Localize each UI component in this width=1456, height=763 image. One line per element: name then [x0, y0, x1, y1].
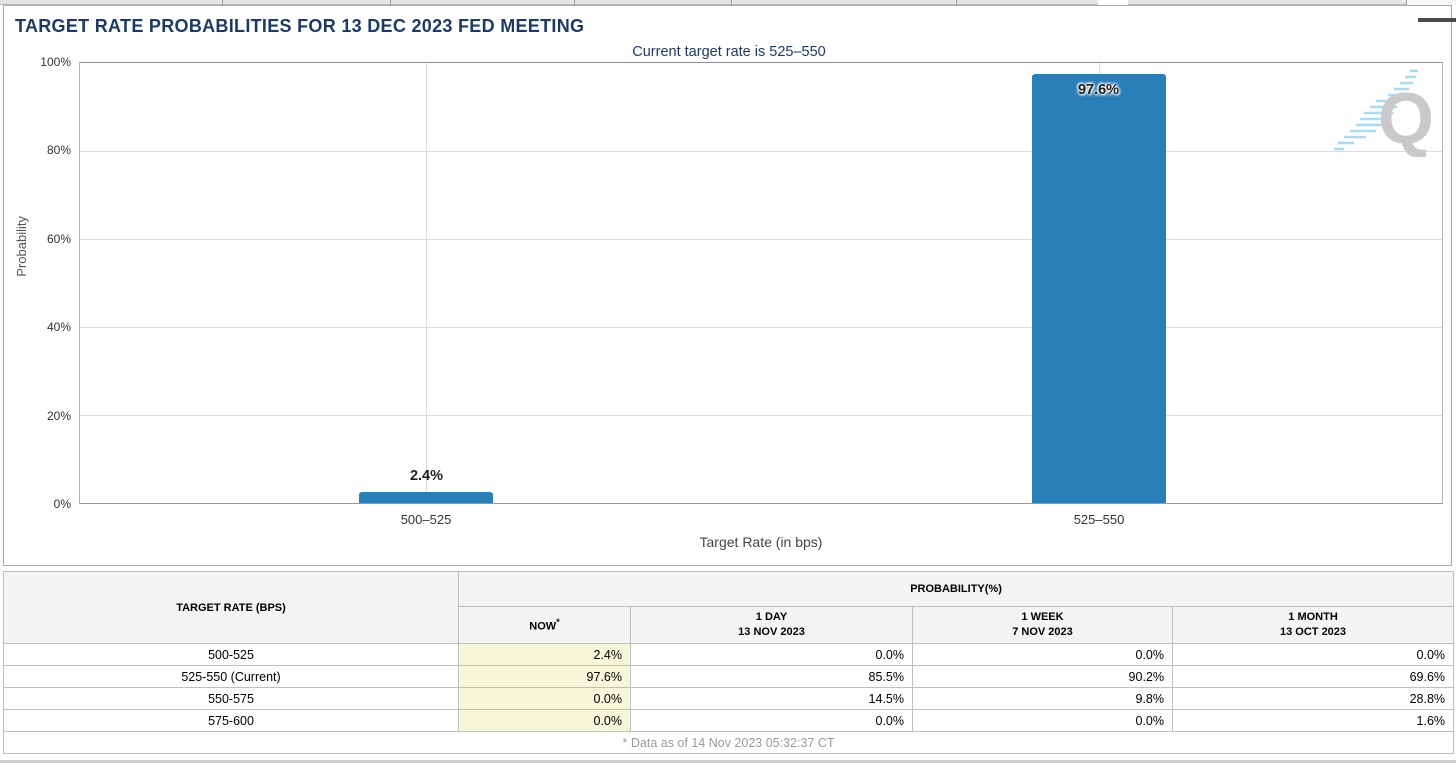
probability-bar-525-550: 97.6%: [1031, 73, 1166, 503]
table-header-row-group: TARGET RATE (BPS) PROBABILITY(%): [3, 571, 1455, 644]
chart-subtitle: Current target rate is 525–550: [632, 44, 826, 60]
tab-separator: [390, 0, 391, 5]
gridline: [80, 415, 1442, 416]
x-axis-title: Target Rate (in bps): [699, 534, 823, 550]
now-cell: 0.0%: [458, 709, 631, 732]
plot-area: 2.4% 97.6%: [79, 62, 1443, 504]
header-1-week-label: 1 WEEK: [1021, 610, 1064, 623]
tab-separator: [574, 0, 575, 5]
table-row: 525-550 (Current) 97.6% 85.5% 90.2% 69.6…: [3, 665, 1455, 688]
day-cell: 85.5%: [630, 665, 913, 688]
header-1-week-date: 7 NOV 2023: [1012, 625, 1073, 638]
chart-panel: TARGET RATE PROBABILITIES FOR 13 DEC 202…: [3, 5, 1456, 566]
month-cell: 0.0%: [1171, 643, 1455, 666]
header-now: NOW*: [458, 605, 631, 645]
gridline: [426, 63, 428, 503]
x-tick-label: 525–550: [1073, 512, 1125, 527]
header-now-label: NOW: [529, 620, 557, 633]
header-1-day: 1 DAY 13 NOV 2023: [630, 605, 913, 645]
hamburger-bar: [1418, 17, 1456, 22]
probabilities-table: TARGET RATE (BPS) PROBABILITY(%) NOW* 1 …: [2, 571, 1455, 754]
y-tick-label: 60%: [46, 231, 71, 246]
rate-cell: 575-600: [3, 709, 459, 732]
month-cell: 1.6%: [1171, 709, 1455, 732]
header-target-rate: TARGET RATE (BPS): [3, 571, 459, 644]
gridline: [80, 151, 1442, 152]
browser-tab-strip[interactable]: [0, 0, 1456, 5]
watermark-letter: Q: [1378, 79, 1434, 157]
header-1-week: 1 WEEK 7 NOV 2023: [912, 605, 1173, 645]
now-cell: 0.0%: [458, 687, 631, 710]
gridline: [80, 239, 1442, 240]
gridline: [80, 327, 1442, 328]
tab-separator: [731, 0, 732, 5]
tab-separator: [222, 0, 223, 5]
page-title: TARGET RATE PROBABILITIES FOR 13 DEC 202…: [15, 16, 585, 36]
now-cell: 97.6%: [458, 665, 631, 688]
y-axis: 100% 80% 60% 40% 20% 0%: [4, 55, 74, 511]
y-tick-label: 20%: [46, 408, 71, 423]
week-cell: 9.8%: [912, 687, 1173, 710]
y-tick-label: 40%: [46, 320, 71, 335]
probability-bar-500-525: 2.4%: [359, 468, 494, 503]
day-cell: 0.0%: [630, 643, 913, 666]
header-1-month: 1 MONTH 13 OCT 2023: [1171, 605, 1455, 645]
x-tick-label: 500–525: [400, 512, 452, 527]
table-footer-row: * Data as of 14 Nov 2023 05:32:37 CT: [2, 731, 1455, 754]
tab-remnant: [1407, 0, 1456, 5]
now-cell: 2.4%: [458, 643, 631, 666]
rate-cell: 550-575: [3, 687, 459, 710]
month-cell: 28.8%: [1171, 687, 1455, 710]
y-tick-label: 100%: [40, 55, 71, 69]
tab-separator: [956, 0, 957, 5]
bar-value-label: 2.4%: [409, 468, 444, 485]
tab-separator: [1406, 0, 1407, 5]
header-probability-group: PROBABILITY(%): [457, 571, 1455, 607]
quikstrike-watermark-logo: Q: [1334, 69, 1434, 157]
header-now-asterisk: *: [556, 617, 560, 628]
y-tick-label: 80%: [46, 143, 71, 158]
table-row: 500-525 2.4% 0.0% 0.0% 0.0%: [3, 643, 1455, 666]
table-header-row-cols: NOW* 1 DAY 13 NOV 2023 1 WEEK 7 NOV 2023…: [4, 605, 1455, 645]
day-cell: 14.5%: [630, 687, 913, 710]
bottom-edge-strip: [0, 760, 1456, 763]
bar-value-label: 97.6%: [1077, 81, 1120, 98]
y-axis-title: Probability: [14, 216, 29, 277]
header-1-month-date: 13 OCT 2023: [1280, 625, 1347, 638]
week-cell: 90.2%: [912, 665, 1173, 688]
table-row: 550-575 0.0% 14.5% 9.8% 28.8%: [3, 687, 1455, 710]
week-cell: 0.0%: [912, 709, 1173, 732]
table-row: 575-600 0.0% 0.0% 0.0% 1.6%: [3, 709, 1455, 732]
header-1-day-label: 1 DAY: [755, 610, 788, 623]
header-1-day-date: 13 NOV 2023: [738, 625, 805, 638]
rate-cell: 525-550 (Current): [3, 665, 459, 688]
active-tab-remnant[interactable]: [1098, 0, 1128, 5]
header-1-month-label: 1 MONTH: [1288, 610, 1338, 623]
month-cell: 69.6%: [1171, 665, 1455, 688]
data-asof-footnote: * Data as of 14 Nov 2023 05:32:37 CT: [2, 731, 1455, 754]
y-tick-label: 0%: [53, 497, 71, 511]
day-cell: 0.0%: [630, 709, 913, 732]
rate-cell: 500-525: [3, 643, 459, 666]
week-cell: 0.0%: [912, 643, 1173, 666]
